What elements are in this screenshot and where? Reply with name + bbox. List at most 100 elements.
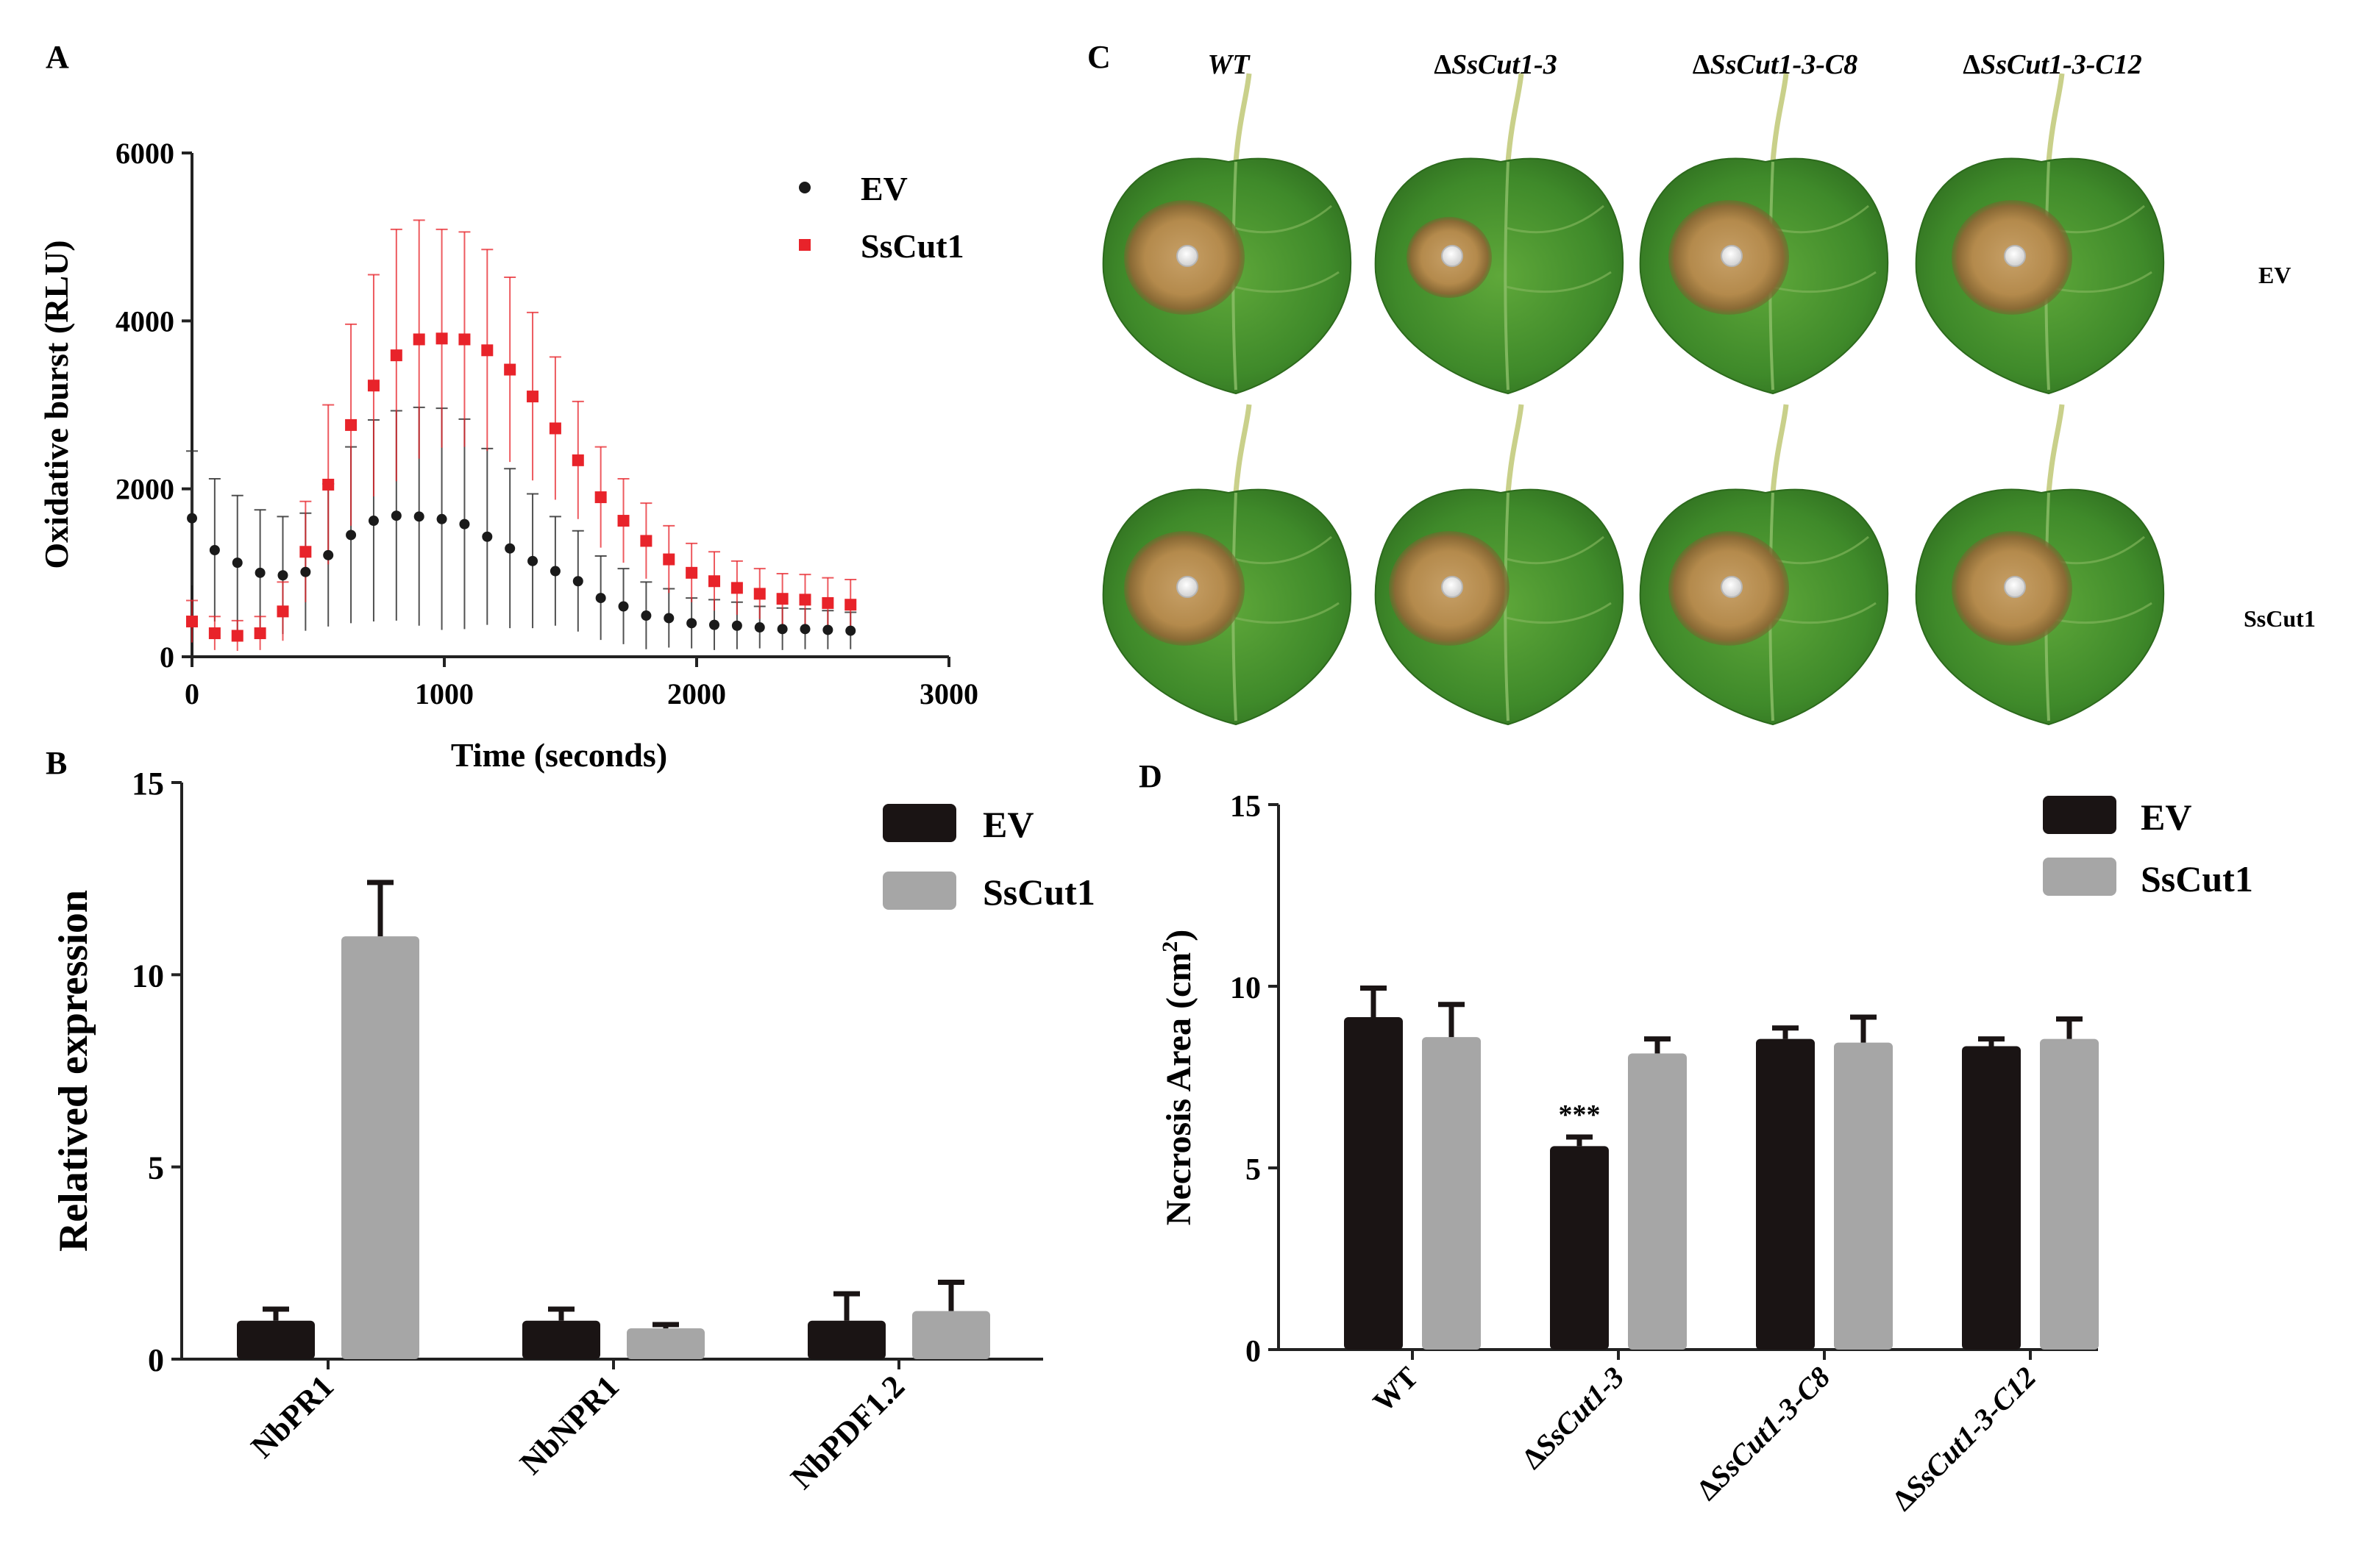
chart-a-x-tick-label: 1000 — [415, 677, 474, 710]
data-point-ev — [232, 557, 243, 569]
leaf-petiole — [2046, 73, 2065, 163]
leaf-vein — [1234, 602, 1340, 624]
data-point-sscut1 — [686, 566, 698, 579]
data-point-sscut1 — [322, 478, 335, 491]
leaf-vein — [1234, 271, 1340, 293]
data-point-sscut1 — [413, 333, 425, 346]
data-point-ev — [686, 618, 697, 629]
data-point-ev — [391, 510, 402, 521]
chart-b-category-label: NbNPR1 — [513, 1368, 626, 1481]
legend-b-ev-swatch — [883, 804, 956, 842]
chart-b-bar-sscut1 — [627, 1328, 705, 1359]
chart-d-bar-ev — [1756, 1038, 1815, 1350]
data-point-sscut1 — [572, 454, 584, 466]
chart-b-y-tick-label: 10 — [132, 958, 164, 994]
chart-d-y-tick-label: 15 — [1230, 790, 1261, 824]
leaf-petiole — [1233, 73, 1252, 163]
chart-a-x-tick-label: 0 — [185, 677, 199, 710]
chart-d-bar-ev — [1344, 1016, 1403, 1350]
data-point-sscut1 — [708, 575, 721, 588]
data-point-ev — [255, 567, 266, 578]
leaf-photo — [1374, 73, 1624, 395]
leaf-midrib — [1504, 492, 1510, 721]
data-point-sscut1 — [345, 418, 358, 431]
chart-d-y-tick-label: 10 — [1230, 972, 1261, 1005]
chart-b-bar-sscut1 — [912, 1311, 990, 1359]
data-point-sscut1 — [435, 332, 448, 345]
data-point-sscut1 — [277, 605, 289, 618]
legend-d-ev-label: EV — [2141, 797, 2191, 838]
agar-plug — [1176, 245, 1198, 267]
leaf-vein — [1771, 271, 1877, 293]
leaf-petiole — [1770, 404, 1789, 493]
chart-d-category-label: WT — [1366, 1360, 1424, 1418]
data-point-ev — [459, 518, 470, 530]
data-point-sscut1 — [549, 422, 561, 435]
leaf-photo — [1915, 404, 2165, 726]
legend-d-ev-swatch — [2043, 796, 2116, 834]
row-label-ev: EV — [2258, 262, 2291, 288]
leaf-vein — [1771, 535, 1869, 565]
chart-d-y-tick-label: 0 — [1245, 1335, 1261, 1369]
data-point-ev — [731, 620, 742, 631]
leaf-photo — [1102, 73, 1352, 395]
chart-b-bar-ev — [522, 1320, 600, 1359]
chart-d-bar-sscut1 — [1422, 1037, 1481, 1350]
data-point-sscut1 — [504, 363, 516, 376]
leaf-blade — [1374, 157, 1624, 395]
data-point-ev — [641, 610, 652, 621]
data-point-sscut1 — [367, 379, 380, 392]
chart-a: 0 2000 4000 6000 0 1000 2000 3000 Oxidative bur… — [38, 137, 978, 774]
chart-a-x-tick-label: 2000 — [667, 677, 726, 710]
leaf-petiole — [1505, 404, 1524, 493]
data-point-ev — [709, 619, 720, 630]
chart-d-significance-label: *** — [1559, 1100, 1601, 1130]
chart-a-y-tick-label: 2000 — [115, 473, 174, 506]
chart-a-y-tick-label: 6000 — [115, 137, 174, 170]
chart-a-x-label: Time (seconds) — [451, 736, 667, 774]
leaf-midrib — [1504, 161, 1510, 391]
chart-d-y-tick-label: 5 — [1245, 1153, 1261, 1187]
legend-b-sscut1-label: SsCut1 — [983, 872, 1095, 913]
leaf-vein — [1234, 535, 1332, 565]
data-point-sscut1 — [730, 582, 743, 594]
leaf-photo — [1102, 404, 1352, 726]
chart-b: 0 5 10 15 NbPR1 NbNPR1 NbPDF1.2 Relatived expr… — [51, 766, 1095, 1496]
data-point-ev — [618, 601, 629, 612]
data-point-ev — [595, 593, 606, 604]
leaf-column-label: ΔSsCut1-3-C12 — [1963, 49, 2141, 80]
chart-b-bar-ev — [237, 1320, 315, 1359]
agar-plug — [1441, 245, 1463, 267]
data-point-ev — [209, 545, 220, 556]
chart-b-bar-sscut1 — [341, 936, 419, 1359]
chart-d-category-label: ΔSsCut1-3-C12 — [1885, 1361, 2042, 1517]
data-point-sscut1 — [458, 333, 471, 346]
data-point-sscut1 — [663, 553, 675, 566]
data-point-ev — [845, 625, 856, 636]
data-point-ev — [800, 624, 811, 635]
chart-b-bar-ev — [808, 1320, 886, 1359]
leaf-vein — [1506, 271, 1612, 293]
leaf-column-label: ΔSsCut1-3 — [1434, 49, 1557, 80]
chart-b-y-tick-label: 5 — [148, 1150, 164, 1186]
data-point-sscut1 — [844, 599, 857, 611]
data-point-ev — [346, 530, 357, 541]
data-point-ev — [482, 531, 493, 542]
data-point-ev — [368, 516, 379, 527]
chart-d-bar-sscut1 — [2040, 1038, 2099, 1350]
chart-b-y-tick-label: 0 — [148, 1342, 164, 1378]
agar-plug — [1721, 245, 1743, 267]
data-point-sscut1 — [822, 596, 834, 609]
panel-letter-d: D — [1139, 758, 1162, 794]
leaf-petiole — [1233, 404, 1252, 493]
data-point-ev — [822, 624, 833, 635]
chart-a-y-label: Oxidative burst (RLU) — [38, 240, 75, 569]
chart-a-y-tick-label: 4000 — [115, 304, 174, 338]
leaf-photo — [1639, 404, 1889, 726]
agar-plug — [1441, 576, 1463, 598]
legend-b-sscut1-swatch — [883, 872, 956, 910]
data-point-ev — [527, 555, 538, 566]
data-point-sscut1 — [640, 535, 652, 547]
data-point-ev — [777, 624, 788, 635]
legend-a-ev-marker — [799, 182, 811, 193]
